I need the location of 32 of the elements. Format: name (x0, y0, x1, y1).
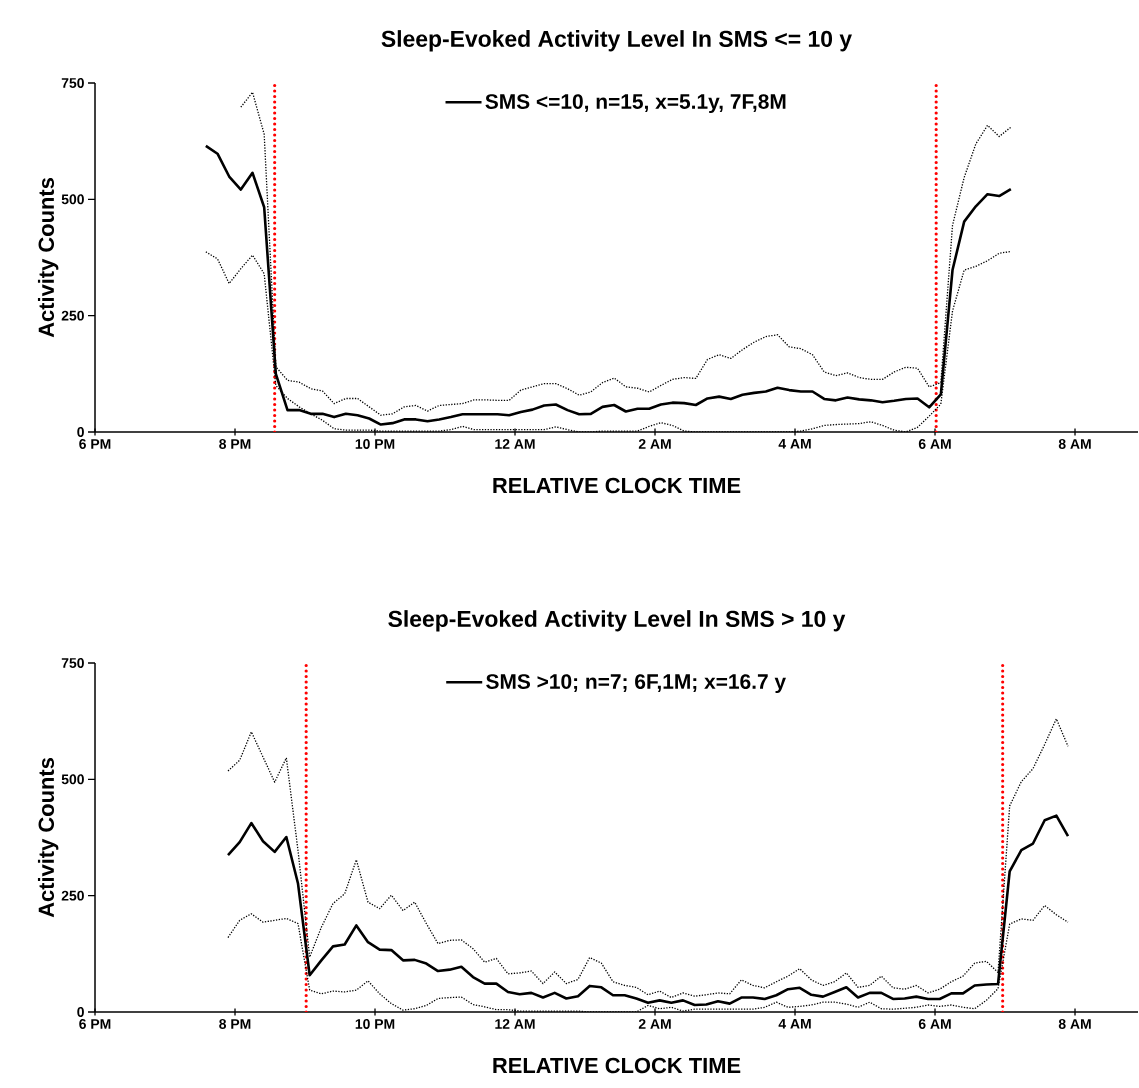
y-axis-title: Activity Counts (37, 758, 59, 918)
x-tick-label: 4 AM (778, 439, 811, 449)
y-tick-label: 750 (61, 78, 84, 88)
y-tick-label: 0 (77, 427, 84, 437)
x-tick-label: 6 AM (918, 1018, 951, 1029)
y-tick-label: 750 (61, 658, 84, 668)
x-tick-label: 12 AM (495, 438, 535, 449)
x-tick-label: 4 AM (778, 1019, 811, 1029)
x-axis-title: RELATIVE CLOCK TIME (493, 1057, 741, 1074)
legend-label: SMS >10; n=7; 6F,1M; x=16.7 y (486, 674, 786, 694)
x-tick-label: 12 AM (495, 1018, 535, 1029)
x-tick-label: 8 PM (219, 1018, 251, 1029)
y-tick-label: 250 (61, 890, 84, 901)
legend-label: SMS <=10, n=15, x=5.1y, 7F,8M (485, 94, 786, 114)
x-axis-title: RELATIVE CLOCK TIME (493, 477, 741, 494)
x-tick-label: 8 AM (1058, 1018, 1091, 1029)
x-tick-label: 6 PM (79, 438, 111, 449)
x-tick-label: 10 PM (355, 1018, 395, 1029)
x-tick-label: 8 AM (1058, 438, 1091, 449)
x-tick-label: 2 AM (638, 1018, 671, 1029)
x-tick-label: 6 PM (79, 1018, 111, 1029)
x-tick-label: 6 AM (918, 438, 951, 449)
x-tick-label: 10 PM (355, 438, 395, 449)
x-tick-label: 2 AM (638, 438, 671, 449)
x-tick-label: 8 PM (219, 438, 251, 449)
y-tick-label: 500 (61, 194, 84, 205)
y-tick-label: 0 (77, 1007, 84, 1017)
chart-title: Sleep-Evoked Activity Level In SMS <= 10 y (381, 30, 852, 52)
chart-title: Sleep-Evoked Activity Level In SMS > 10 y (388, 610, 846, 632)
y-tick-label: 500 (61, 774, 84, 785)
y-tick-label: 250 (61, 310, 84, 321)
y-axis-title: Activity Counts (37, 178, 59, 338)
